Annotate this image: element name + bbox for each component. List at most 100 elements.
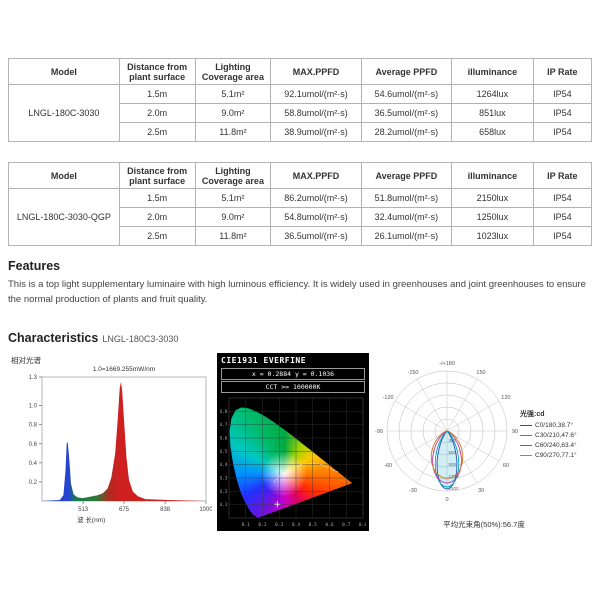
- svg-text:0.5: 0.5: [309, 522, 317, 527]
- cie-cct-readout: CCT >= 100000K: [221, 381, 365, 394]
- svg-text:0.5: 0.5: [220, 449, 228, 455]
- svg-text:0.3: 0.3: [220, 476, 228, 482]
- column-header: Lighting Coverage area: [194, 58, 272, 85]
- model-cell: LNGL-180C-3030-QGP: [8, 188, 120, 246]
- table-row: LNGL-180C-3030-QGP 1.5m 5.1m² 86.2umol/(m²·…: [8, 188, 593, 246]
- svg-text:-/+180: -/+180: [439, 361, 455, 367]
- svg-text:0: 0: [445, 497, 448, 503]
- svg-text:0.1: 0.1: [220, 503, 228, 509]
- column-header: Average PPFD: [360, 162, 453, 189]
- svg-text:-150: -150: [407, 371, 418, 377]
- cie-title: CIE1931 EVERFINE: [221, 356, 307, 366]
- polar-chart: -/+180-150150-120120-9090-6060-303003006…: [375, 361, 518, 503]
- svg-text:-120: -120: [383, 395, 394, 401]
- table-row: 2.0m 9.0m² 58.8umol/(m²·s) 36.5umol/(m²·s) 8…: [9, 103, 593, 123]
- table-cell: 58.8umol/(m²·s): [270, 103, 362, 123]
- features-heading: Features: [8, 259, 61, 273]
- table-cell: 5.1m²: [194, 84, 272, 104]
- table-cell: 92.1umol/(m²·s): [270, 84, 362, 104]
- table-cell: 9.0m²: [194, 207, 272, 227]
- table-cell: 1023lux: [451, 226, 534, 246]
- table-cell: 1.5m: [118, 188, 196, 208]
- svg-text:675: 675: [119, 507, 130, 513]
- table-row: 2.5m 11.8m² 36.5umol/(m²·s) 26.1umol/(m²·s)…: [9, 226, 593, 246]
- svg-text:0.4: 0.4: [292, 522, 300, 527]
- table-cell: IP54: [532, 207, 593, 227]
- svg-text:0.8: 0.8: [220, 409, 228, 415]
- svg-text:60: 60: [503, 463, 509, 469]
- table-cell: 2.0m: [118, 103, 196, 123]
- legend-swatch: [520, 444, 532, 446]
- column-header: illuminance: [451, 58, 534, 85]
- table-cell: 1264lux: [451, 84, 534, 104]
- svg-text:1.0: 1.0: [29, 404, 38, 410]
- characteristics-title: Characteristics: [8, 331, 99, 346]
- table-cell: 28.2umol/(m²·s): [360, 122, 453, 142]
- table-cell: 36.5umol/(m²·s): [360, 103, 453, 123]
- svg-text:1.3: 1.3: [29, 375, 38, 381]
- table-cell: 5.1m²: [194, 188, 272, 208]
- column-header: IP Rate: [532, 162, 593, 189]
- svg-text:150: 150: [476, 371, 485, 377]
- table-cell: 2.5m: [118, 226, 196, 246]
- svg-text:0.2: 0.2: [258, 522, 266, 527]
- cie-diagram: CIE1931 EVERFINE x = 0.2884 y = 0.1036 C…: [217, 353, 369, 532]
- svg-text:-90: -90: [375, 429, 383, 435]
- svg-text:900: 900: [449, 462, 457, 467]
- features-text: This is a top light supplementary lumina…: [8, 279, 586, 305]
- column-header: Model: [8, 162, 120, 189]
- beam-angle-caption: 平均光束角(50%):56.7度: [443, 520, 525, 530]
- table-cell: 86.2umol/(m²·s): [270, 188, 362, 208]
- column-header: MAX.PPFD: [270, 162, 362, 189]
- polar-main: -/+180-150150-120120-9090-6060-303003006…: [374, 353, 594, 517]
- svg-text:1000: 1000: [199, 507, 212, 513]
- svg-text:-60: -60: [384, 463, 392, 469]
- svg-text:相对光谱: 相对光谱: [11, 355, 41, 365]
- cie-grid: 0.1 0.2 0.3 0.4 0.5 0.6 0.7 0.8 0.1 0.2 0.3 0.4 0.5 0…: [220, 398, 366, 527]
- column-header: IP Rate: [532, 58, 593, 85]
- legend-label: C90/270,77.1°: [535, 451, 577, 459]
- svg-text:0.8: 0.8: [29, 423, 38, 429]
- column-header: Average PPFD: [360, 58, 453, 85]
- characteristics-model: LNGL-180C3-3030: [102, 334, 179, 345]
- table-cell: 54.6umol/(m²·s): [360, 84, 453, 104]
- legend-swatch: [520, 454, 532, 456]
- model-cell: LNGL-180C-3030: [8, 84, 120, 142]
- charts-row: 0.2 0.4 0.6 0.8 1.0 1.3 513 675 838 1000 相对光谱 1.0=1…: [8, 353, 594, 532]
- svg-text:0.4: 0.4: [29, 461, 38, 467]
- svg-text:0.8: 0.8: [359, 522, 366, 527]
- table-cell: 26.1umol/(m²·s): [360, 226, 453, 246]
- table-header-row: Model Distance from plant surface Lighting…: [8, 162, 593, 189]
- table-cell: 1250lux: [451, 207, 534, 227]
- table-cell: 51.8umol/(m²·s): [360, 188, 453, 208]
- polar-section: -/+180-150150-120120-9090-6060-303003006…: [374, 353, 594, 530]
- table-cell: 11.8m²: [194, 226, 272, 246]
- table-header-row: Model Distance from plant surface Lighting…: [8, 58, 593, 85]
- spec-table-1: Model Distance from plant surface Lighting…: [8, 58, 593, 142]
- svg-text:1.0=1669.255mW/nm: 1.0=1669.255mW/nm: [93, 366, 155, 373]
- legend-label: C60/240,63.4°: [535, 441, 577, 449]
- legend-title: 光强:cd: [520, 410, 545, 418]
- column-header: Distance from plant surface: [118, 58, 196, 85]
- svg-text:0.1: 0.1: [242, 522, 250, 527]
- legend-swatch: [520, 424, 532, 426]
- column-header: MAX.PPFD: [270, 58, 362, 85]
- table-cell: 2150lux: [451, 188, 534, 208]
- legend-label: C0/180,38.7°: [535, 421, 574, 429]
- table-cell: 1.5m: [118, 84, 196, 104]
- svg-text:0.7: 0.7: [220, 423, 228, 429]
- legend-label: C30/210,47.6°: [535, 431, 577, 439]
- legend-item: C90/270,77.1°: [520, 452, 594, 459]
- svg-text:120: 120: [501, 395, 510, 401]
- legend-swatch: [520, 434, 532, 436]
- svg-text:0.6: 0.6: [325, 522, 333, 527]
- svg-text:90: 90: [512, 429, 518, 435]
- svg-text:0.7: 0.7: [342, 522, 350, 527]
- svg-text:0.4: 0.4: [220, 463, 228, 469]
- svg-text:1500: 1500: [449, 486, 460, 491]
- spectrum-chart: 0.2 0.4 0.6 0.8 1.0 1.3 513 675 838 1000 相对光谱 1.0=1…: [8, 353, 212, 526]
- svg-text:0.6: 0.6: [29, 442, 38, 448]
- legend-item: C30/210,47.6°: [520, 432, 594, 439]
- cie-plot: 0.1 0.2 0.3 0.4 0.5 0.6 0.7 0.8 0.1 0.2 0.3 0.4 0.5 0…: [220, 395, 366, 527]
